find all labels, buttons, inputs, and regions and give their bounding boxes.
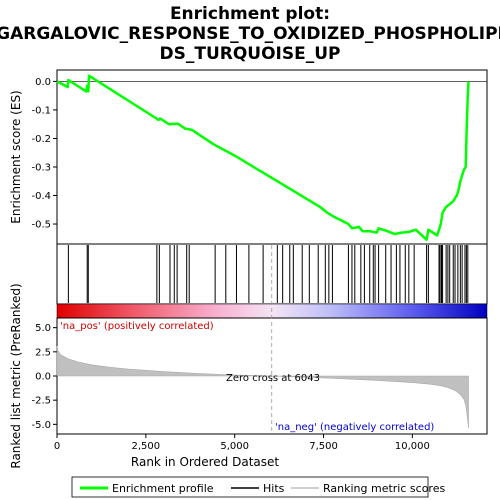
es-y-tick-label: -0.3 — [31, 162, 51, 173]
es-panel-frame — [56, 69, 488, 245]
x-tick-label: 2,500 — [132, 441, 161, 452]
ranked-metric-panel: 5.0 2.5 0.0 -2.5 -5.0 'na_pos' (positively c… — [9, 245, 488, 469]
es-y-tick-label: -0.5 — [31, 220, 51, 231]
metric-y-axis-label: Ranked list metric (PreRanked) — [9, 283, 23, 468]
legend-enrichment-label: Enrichment profile — [112, 482, 214, 495]
metric-y-tick-label: 5.0 — [35, 323, 51, 334]
es-y-tick-label: -0.2 — [31, 134, 51, 145]
ranking-metric-area — [56, 345, 469, 429]
x-tick-label: 5,000 — [220, 441, 249, 452]
legend-box — [71, 476, 429, 498]
pos-correlated-label: 'na_pos' (positively correlated) — [60, 321, 214, 332]
x-axis-label: Rank in Ordered Dataset — [131, 455, 279, 469]
chart-title-line-1: Enrichment plot: — [170, 4, 330, 24]
enrichment-profile-line — [56, 74, 470, 241]
es-y-tick-label: -0.4 — [31, 191, 51, 202]
metric-y-tick-label: 2.5 — [35, 347, 51, 358]
zero-cross-label: Zero cross at 6043 — [226, 373, 320, 384]
legend-hits-label: Hits — [263, 482, 285, 495]
chart-title-line-2: GARGALOVIC_RESPONSE_TO_OXIDIZED_PHOSPHOL… — [0, 24, 500, 44]
metric-y-tick-label: -5.0 — [31, 420, 51, 431]
es-y-tick-label: 0.0 — [35, 77, 51, 88]
chart-title-line-3: DS_TURQUOISE_UP — [160, 44, 341, 64]
es-y-axis-label: Enrichment score (ES) — [9, 90, 23, 223]
x-tick-label: 10,000 — [395, 441, 430, 452]
legend: Enrichment profile Hits Ranking metric s… — [71, 476, 445, 498]
metric-y-tick-label: 0.0 — [35, 372, 51, 383]
legend-metric-label: Ranking metric scores — [323, 482, 445, 495]
neg-correlated-label: 'na_neg' (negatively correlated) — [275, 422, 434, 433]
es-panel: 0.0 -0.1 -0.2 -0.3 -0.4 -0.5 Enrichment score… — [9, 69, 488, 245]
metric-y-tick-label: -2.5 — [31, 396, 51, 407]
x-tick-label: 0 — [54, 441, 60, 452]
x-tick-label: 7,500 — [309, 441, 338, 452]
es-y-tick-label: -0.1 — [31, 105, 51, 116]
